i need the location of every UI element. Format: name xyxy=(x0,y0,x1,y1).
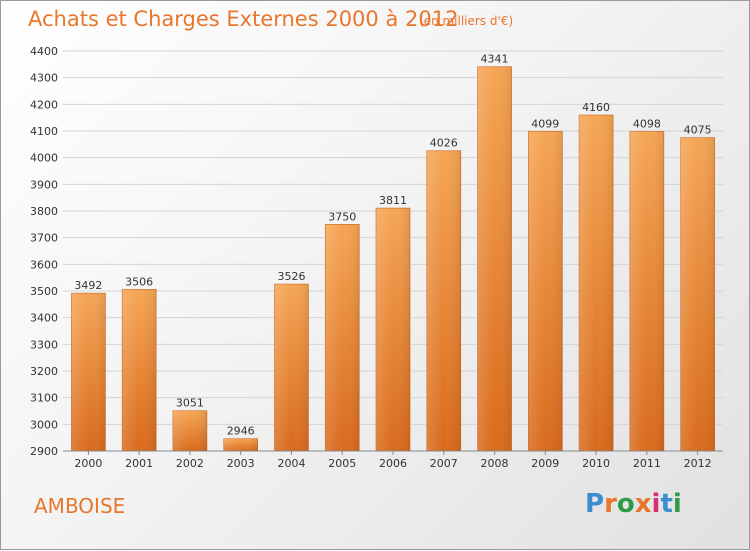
data-label: 3506 xyxy=(125,275,153,288)
y-tick-label: 4200 xyxy=(30,98,58,111)
data-label: 4160 xyxy=(582,101,610,114)
bar-highlight xyxy=(71,293,106,451)
data-label: 4026 xyxy=(430,137,458,150)
bar-highlight xyxy=(172,410,207,451)
data-label: 3526 xyxy=(277,270,305,283)
bar-highlight xyxy=(122,289,157,451)
y-tick-label: 4000 xyxy=(30,152,58,165)
data-labels: 3492 3506 3051 2946 3526 3750 3811 4026 4341 4099… xyxy=(74,53,711,438)
bar-highlight xyxy=(426,150,461,451)
x-tick-label: 2007 xyxy=(430,457,458,470)
x-tick-label: 2005 xyxy=(328,457,356,470)
y-tick-label: 3100 xyxy=(30,392,58,405)
unit-label: (en milliers d'€) xyxy=(419,14,514,28)
data-label: 3750 xyxy=(328,210,356,223)
brand-logo-letter: t xyxy=(660,489,673,519)
y-tick-label: 3200 xyxy=(30,365,58,378)
y-tick-label: 4400 xyxy=(30,45,58,58)
y-tick-label: 3000 xyxy=(30,418,58,431)
x-tick-label: 2002 xyxy=(176,457,204,470)
data-label: 4098 xyxy=(633,118,661,131)
brand-logo-letter: x xyxy=(634,489,652,519)
bars xyxy=(71,66,715,452)
brand-logo-letter: r xyxy=(604,489,617,519)
bar-highlight xyxy=(477,66,512,451)
x-tick-label: 2008 xyxy=(481,457,509,470)
y-tick-label: 3800 xyxy=(30,205,58,218)
bar-highlight xyxy=(325,224,360,451)
x-tick-label: 2006 xyxy=(379,457,407,470)
bar-highlight xyxy=(376,208,410,451)
brand-logo-letter: i xyxy=(651,489,661,519)
x-tick-label: 2000 xyxy=(74,457,102,470)
x-axis-ticks: 2000 2001 2002 2003 2004 2005 2006 2007 2008 2009… xyxy=(74,451,712,470)
x-tick-label: 2004 xyxy=(277,457,305,470)
bar-highlight xyxy=(629,131,664,452)
bar-highlight xyxy=(274,284,309,451)
y-tick-label: 3400 xyxy=(30,312,58,325)
brand-logo: Proxiti xyxy=(585,489,682,519)
y-axis-ticks: 2900 3000 3100 3200 3300 3400 3500 3600 3700 3800… xyxy=(30,45,58,458)
y-tick-label: 3900 xyxy=(30,178,58,191)
data-label: 4341 xyxy=(481,53,509,66)
data-label: 3492 xyxy=(74,279,102,292)
brand-logo-letter: i xyxy=(672,489,682,519)
x-tick-label: 2009 xyxy=(531,457,559,470)
brand-logo-letter: o xyxy=(616,489,635,519)
x-tick-label: 2003 xyxy=(227,457,255,470)
x-tick-label: 2012 xyxy=(684,457,712,470)
y-tick-label: 3700 xyxy=(30,232,58,245)
y-tick-label: 4300 xyxy=(30,72,58,85)
bar-highlight xyxy=(680,137,715,451)
place-name: AMBOISE xyxy=(34,494,126,518)
bar-highlight xyxy=(528,131,563,451)
y-tick-label: 2900 xyxy=(30,445,58,458)
x-tick-label: 2010 xyxy=(582,457,610,470)
y-tick-label: 3600 xyxy=(30,258,58,271)
data-label: 3811 xyxy=(379,194,407,207)
y-tick-label: 3300 xyxy=(30,338,58,351)
data-label: 4075 xyxy=(684,124,712,137)
data-label: 4099 xyxy=(531,117,559,130)
chart-title: Achats et Charges Externes 2000 à 2012 xyxy=(28,7,459,31)
y-tick-label: 4100 xyxy=(30,125,58,138)
brand-logo-letter: P xyxy=(585,489,605,519)
x-tick-label: 2011 xyxy=(633,457,661,470)
x-tick-label: 2001 xyxy=(125,457,153,470)
y-tick-label: 3500 xyxy=(30,285,58,298)
bar-highlight xyxy=(579,115,614,451)
data-label: 2946 xyxy=(227,425,255,438)
bar-highlight xyxy=(223,438,258,451)
data-label: 3051 xyxy=(176,397,204,410)
